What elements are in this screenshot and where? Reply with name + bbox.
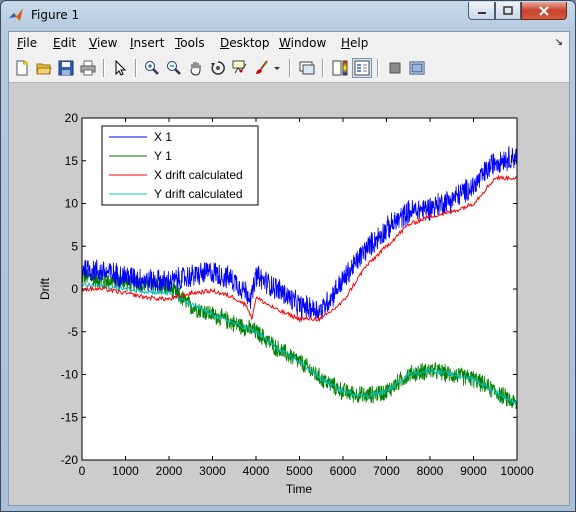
minimize-button[interactable] [468, 2, 495, 20]
legend-icon [354, 60, 370, 76]
x-axis-label: Time [286, 482, 313, 496]
figure-client-area: File Edit View Insert Tools Desktop Wind… [8, 31, 570, 506]
x-tick-label: 8000 [417, 464, 444, 478]
rotate-3d-icon [210, 60, 226, 76]
menu-edit[interactable]: Edit [53, 36, 76, 50]
legend-label: X drift calculated [154, 168, 243, 182]
brush-button[interactable] [252, 58, 272, 78]
x-tick-label: 6000 [330, 464, 357, 478]
x-tick-label: 2000 [156, 464, 183, 478]
link-plot-icon [299, 60, 315, 76]
menu-bar: File Edit View Insert Tools Desktop Wind… [9, 32, 569, 54]
pan-hand-icon [188, 60, 204, 76]
legend-label: X 1 [154, 130, 172, 144]
close-button[interactable] [521, 2, 567, 20]
menu-desktop[interactable]: Desktop [220, 36, 270, 50]
y-tick-label: -10 [61, 368, 79, 382]
window-title: Figure 1 [31, 8, 79, 22]
insert-legend-button[interactable] [352, 58, 372, 78]
insert-colorbar-button[interactable] [330, 58, 350, 78]
dock-arrow-icon[interactable]: ↘ [555, 37, 563, 48]
data-cursor-icon [232, 60, 248, 76]
rotate-3d-button[interactable] [208, 58, 228, 78]
link-plot-button[interactable] [297, 58, 317, 78]
show-plot-tools-button[interactable] [407, 58, 427, 78]
y-tick-label: 15 [65, 154, 79, 168]
y-tick-label: 10 [65, 197, 79, 211]
x-tick-label: 0 [79, 464, 86, 478]
print-icon [80, 60, 96, 76]
data-cursor-button[interactable] [230, 58, 250, 78]
legend-label: Y drift calculated [154, 187, 243, 201]
menu-help[interactable]: Help [341, 36, 368, 50]
figure-toolbar [9, 54, 569, 83]
menu-tools[interactable]: Tools [175, 36, 205, 50]
chevron-down-icon [273, 64, 281, 72]
edit-plot-button[interactable] [110, 58, 130, 78]
maximize-button[interactable] [495, 2, 521, 20]
x-tick-label: 9000 [460, 464, 487, 478]
y-tick-label: -15 [61, 410, 79, 424]
y-tick-label: -5 [67, 325, 78, 339]
menu-file[interactable]: File [17, 36, 37, 50]
x-tick-label: 5000 [286, 464, 313, 478]
figure-canvas: 0 1000 2000 3000 4000 5000 6000 7000 8000 9000 100… [9, 83, 569, 505]
menu-window[interactable]: Window [279, 36, 326, 50]
brush-icon [254, 60, 270, 76]
y-axis-label: Drift [38, 277, 52, 300]
zoom-out-icon [166, 60, 182, 76]
matlab-icon [8, 7, 24, 23]
zoom-out-button[interactable] [164, 58, 184, 78]
new-figure-icon [14, 60, 30, 76]
zoom-in-icon [144, 60, 160, 76]
x-tick-label: 10000 [500, 464, 534, 478]
print-button[interactable] [78, 58, 98, 78]
colorbar-icon [332, 60, 348, 76]
minimize-icon [477, 7, 487, 15]
save-button[interactable] [56, 58, 76, 78]
show-plot-tools-icon [409, 60, 425, 76]
y-tick-label: 5 [71, 239, 78, 253]
hide-plot-tools-button[interactable] [385, 58, 405, 78]
x-tick-label: 7000 [373, 464, 400, 478]
brush-dropdown[interactable] [272, 58, 282, 78]
close-icon [538, 6, 550, 16]
x-tick-label: 3000 [199, 464, 226, 478]
x-tick-label: 4000 [243, 464, 270, 478]
menu-insert[interactable]: Insert [130, 36, 164, 50]
save-icon [58, 60, 74, 76]
plot-svg[interactable]: 0 1000 2000 3000 4000 5000 6000 7000 8000 9000 100… [9, 83, 569, 505]
y-tick-label: -20 [61, 453, 79, 467]
hide-plot-tools-icon [387, 60, 403, 76]
legend-label: Y 1 [154, 149, 172, 163]
edit-plot-arrow-icon [112, 60, 128, 76]
pan-button[interactable] [186, 58, 206, 78]
legend[interactable]: X 1 Y 1 X drift calculated Y drift calculat… [102, 126, 258, 205]
maximize-icon [503, 6, 513, 15]
open-file-icon [36, 60, 52, 76]
menu-view[interactable]: View [89, 36, 117, 50]
title-bar[interactable]: Figure 1 [1, 1, 575, 31]
y-tick-label: 20 [65, 111, 79, 125]
new-figure-button[interactable] [12, 58, 32, 78]
zoom-in-button[interactable] [142, 58, 162, 78]
x-tick-label: 1000 [112, 464, 139, 478]
y-tick-label: 0 [71, 282, 78, 296]
open-file-button[interactable] [34, 58, 54, 78]
